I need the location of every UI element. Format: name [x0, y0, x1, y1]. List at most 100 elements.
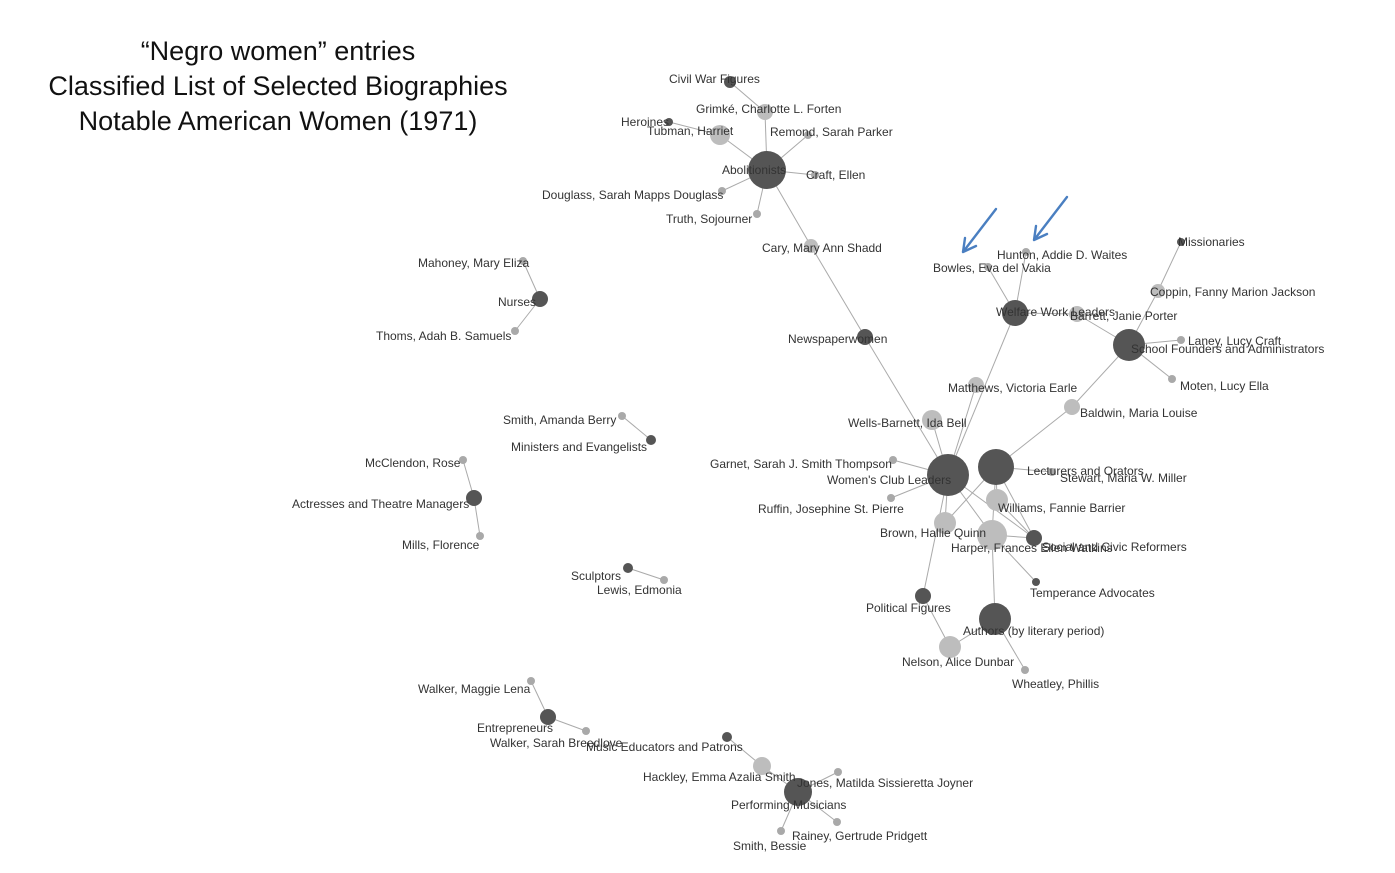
node-mahoney[interactable] — [519, 257, 527, 265]
label-welfare: Welfare Work Leaders — [996, 305, 1115, 319]
node-lecturers[interactable] — [978, 449, 1014, 485]
node-layer — [459, 76, 1185, 835]
node-remond[interactable] — [804, 131, 812, 139]
node-political[interactable] — [915, 588, 931, 604]
node-mills[interactable] — [476, 532, 484, 540]
node-williams[interactable] — [986, 489, 1008, 511]
node-grimke[interactable] — [757, 104, 773, 120]
label-layer: Civil War Figures Grimké, Charlotte L. Fo… — [292, 72, 1324, 853]
label-craft: Craft, Ellen — [806, 168, 865, 182]
node-civil-war[interactable] — [724, 76, 736, 88]
label-mcclendon: McClendon, Rose — [365, 456, 461, 470]
node-missionaries[interactable] — [1177, 238, 1185, 246]
label-authors: Authors (by literary period) — [963, 624, 1104, 638]
label-mills: Mills, Florence — [402, 538, 480, 552]
node-abolitionists[interactable] — [748, 151, 786, 189]
label-cary: Cary, Mary Ann Shadd — [762, 241, 882, 255]
node-sculptors[interactable] — [623, 563, 633, 573]
label-truth: Truth, Sojourner — [666, 212, 752, 226]
node-womens-club[interactable] — [927, 454, 969, 496]
label-nelson: Nelson, Alice Dunbar — [902, 655, 1014, 669]
label-entrepreneurs: Entrepreneurs — [477, 721, 553, 735]
label-remond: Remond, Sarah Parker — [770, 125, 893, 139]
node-rainey[interactable] — [833, 818, 841, 826]
node-social-civic[interactable] — [1026, 530, 1042, 546]
node-smith-bessie[interactable] — [777, 827, 785, 835]
node-moten[interactable] — [1168, 375, 1176, 383]
node-tubman[interactable] — [710, 125, 730, 145]
label-missionaries: Missionaries — [1178, 235, 1245, 249]
node-music-educators[interactable] — [722, 732, 732, 742]
label-grimke: Grimké, Charlotte L. Forten — [696, 102, 841, 116]
node-school-founders[interactable] — [1113, 329, 1145, 361]
label-school-founders: School Founders and Administrators — [1131, 342, 1324, 356]
arrow-hunton — [1032, 195, 1069, 242]
title-line-3: Notable American Women (1971) — [78, 106, 478, 136]
node-walker-sarah[interactable] — [582, 727, 590, 735]
node-baldwin[interactable] — [1064, 399, 1080, 415]
node-performing[interactable] — [784, 778, 812, 806]
node-jones[interactable] — [834, 768, 842, 776]
node-smith-amanda[interactable] — [618, 412, 626, 420]
node-actresses[interactable] — [466, 490, 482, 506]
label-heroines: Heroines — [621, 115, 669, 129]
node-hunton[interactable] — [1022, 248, 1030, 256]
node-stewart[interactable] — [1048, 468, 1056, 476]
node-walker-maggie[interactable] — [527, 677, 535, 685]
node-temperance[interactable] — [1032, 578, 1040, 586]
node-welfare[interactable] — [1002, 300, 1028, 326]
node-ministers[interactable] — [646, 435, 656, 445]
node-craft[interactable] — [811, 171, 819, 179]
node-wells[interactable] — [922, 410, 942, 430]
label-jones: Jones, Matilda Sissieretta Joyner — [797, 776, 973, 790]
node-douglass[interactable] — [718, 187, 726, 195]
label-coppin: Coppin, Fanny Marion Jackson — [1150, 285, 1315, 299]
label-brown: Brown, Hallie Quinn — [880, 526, 986, 540]
label-harper: Harper, Frances Ellen Watkins — [951, 541, 1113, 555]
node-barrett[interactable] — [1069, 306, 1085, 322]
label-matthews: Matthews, Victoria Earle — [948, 381, 1077, 395]
node-laney[interactable] — [1177, 336, 1185, 344]
label-wells: Wells-Barnett, Ida Bell — [848, 416, 967, 430]
label-laney: Laney, Lucy Craft — [1188, 334, 1282, 348]
label-newspaperwomen: Newspaperwomen — [788, 332, 887, 346]
label-civil-war: Civil War Figures — [669, 72, 760, 86]
chart-title: “Negro women” entries Classified List of… — [18, 34, 538, 139]
node-wheatley[interactable] — [1021, 666, 1029, 674]
title-line-1: “Negro women” entries — [140, 36, 416, 66]
label-lewis: Lewis, Edmonia — [597, 583, 682, 597]
label-douglass: Douglass, Sarah Mapps Douglass — [542, 188, 723, 202]
node-nurses[interactable] — [532, 291, 548, 307]
node-newspaperwomen[interactable] — [857, 329, 873, 345]
node-ruffin[interactable] — [887, 494, 895, 502]
node-garnet[interactable] — [889, 456, 897, 464]
node-bowles[interactable] — [984, 263, 992, 271]
edge-smith-amanda-ministers — [621, 415, 652, 441]
label-nurses: Nurses — [498, 295, 536, 309]
node-heroines[interactable] — [665, 118, 673, 126]
node-thoms[interactable] — [511, 327, 519, 335]
label-performing: Performing Musicians — [731, 798, 846, 812]
node-lewis[interactable] — [660, 576, 668, 584]
node-authors[interactable] — [979, 603, 1011, 635]
node-matthews[interactable] — [968, 377, 984, 393]
node-cary[interactable] — [804, 239, 818, 253]
label-stewart: Stewart, Maria W. Miller — [1060, 471, 1187, 485]
label-walker-sarah: Walker, Sarah Breedlove — [490, 736, 623, 750]
node-hackley[interactable] — [753, 757, 771, 775]
label-hunton: Hunton, Addie D. Waites — [997, 248, 1127, 262]
node-coppin[interactable] — [1151, 284, 1165, 298]
label-mahoney: Mahoney, Mary Eliza — [418, 256, 529, 270]
node-harper[interactable] — [977, 520, 1007, 550]
node-nelson[interactable] — [939, 636, 961, 658]
label-rainey: Rainey, Gertrude Pridgett — [792, 829, 928, 843]
edge-sculptors-lewis — [627, 567, 665, 581]
title-line-2: Classified List of Selected Biographies — [48, 71, 508, 101]
label-womens-club: Women's Club Leaders — [827, 473, 951, 487]
node-mcclendon[interactable] — [459, 456, 467, 464]
node-brown[interactable] — [934, 512, 956, 534]
node-entrepreneurs[interactable] — [540, 709, 556, 725]
label-abolitionists: Abolitionists — [722, 163, 786, 177]
node-truth[interactable] — [753, 210, 761, 218]
label-barrett: Barrett, Janie Porter — [1070, 309, 1177, 323]
